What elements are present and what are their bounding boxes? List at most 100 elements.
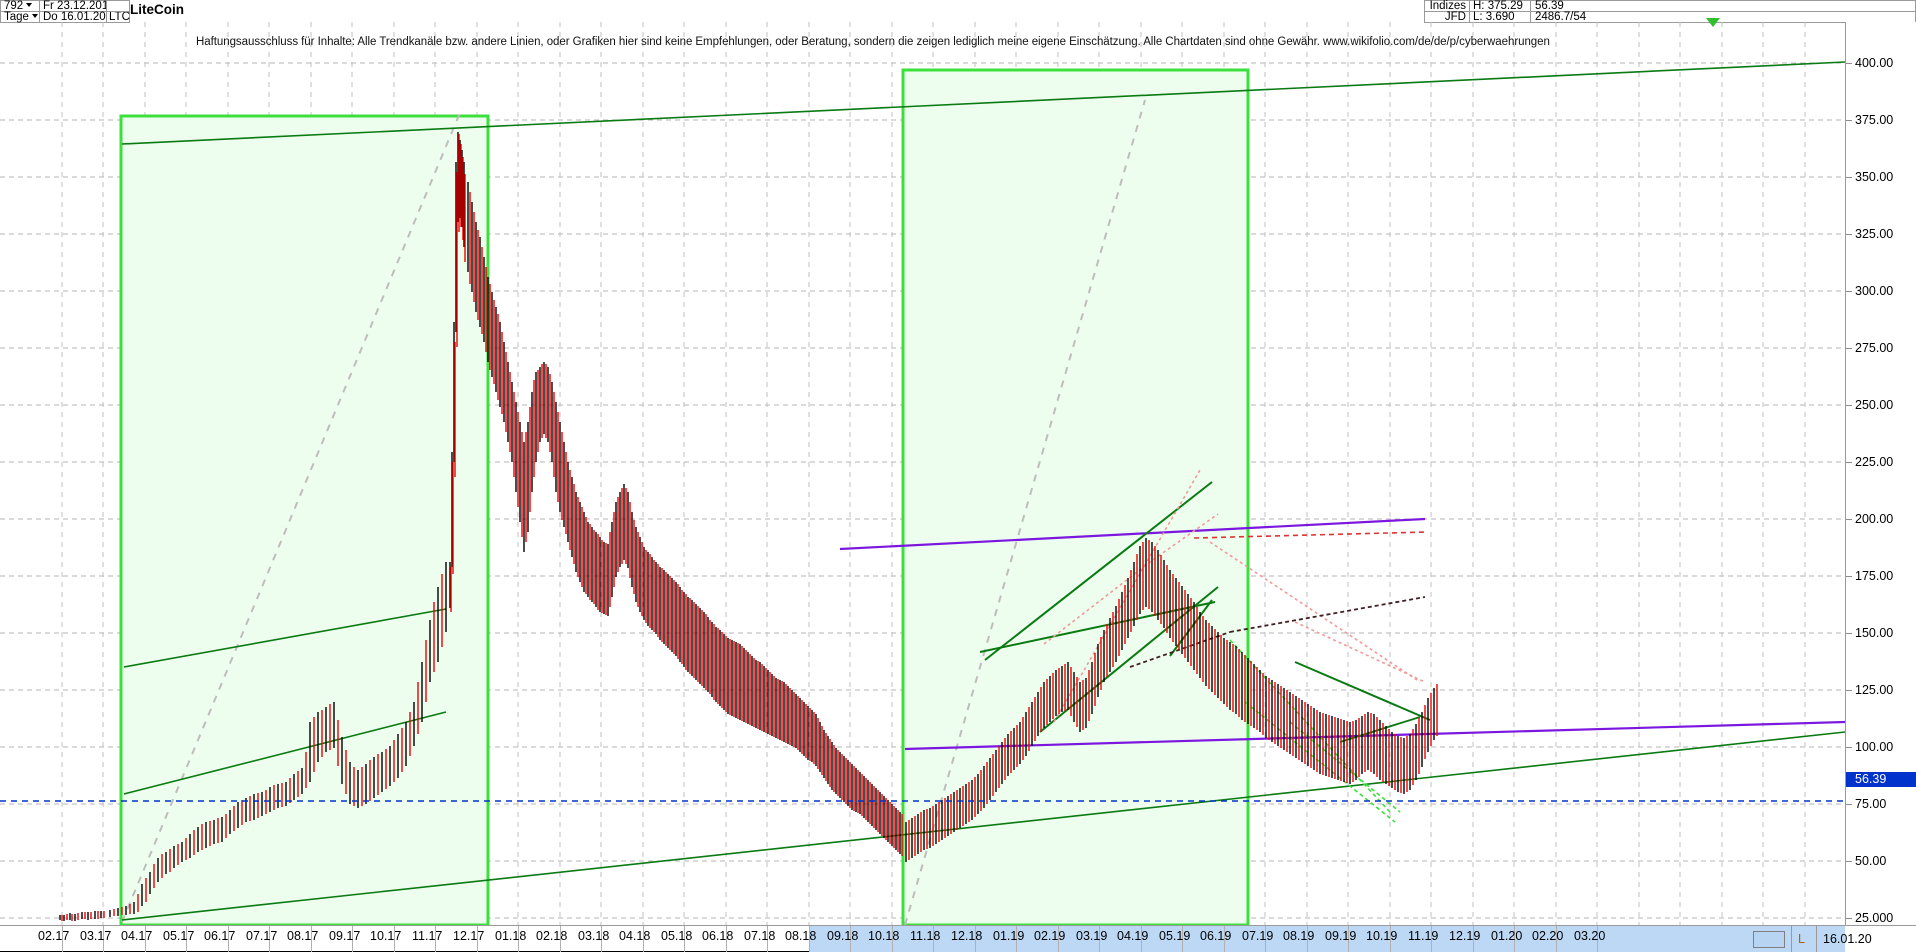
date-tick: 09.19 xyxy=(1325,929,1357,943)
low-cell: L: 3.690 xyxy=(1469,11,1531,23)
date-tick: 12.17 xyxy=(453,929,485,943)
date-tick: 11.17 xyxy=(412,929,443,943)
last-price-value: 56.39 xyxy=(1535,0,1564,12)
date-tick: 05.18 xyxy=(661,929,693,943)
date-tick: 03.19 xyxy=(1076,929,1108,943)
date-tick: 11.18 xyxy=(910,929,941,943)
price-tick: 225.00 xyxy=(1855,455,1894,469)
date-tick: 06.19 xyxy=(1200,929,1232,943)
highlight-box-left xyxy=(119,114,490,925)
price-tick: 100.00 xyxy=(1855,740,1894,754)
price-tick: 25.000 xyxy=(1855,911,1894,925)
date-tick: 02.17 xyxy=(38,929,70,943)
price-series-ohlc xyxy=(59,132,1438,921)
left-rising-channel xyxy=(123,608,447,795)
chart-svg xyxy=(0,22,1845,925)
date-from-value: Fr 23.12.2016 xyxy=(43,0,115,12)
trend-red-dashed-falling-2 xyxy=(1294,621,1426,683)
chevron-down-icon xyxy=(26,3,33,8)
date-tick: 03.17 xyxy=(80,929,112,943)
date-tick: 01.20 xyxy=(1491,929,1523,943)
date-tick: 10.17 xyxy=(370,929,402,943)
date-tick: 10.19 xyxy=(1366,929,1398,943)
date-tick: 03.20 xyxy=(1574,929,1606,943)
left-marker-label: L xyxy=(1791,926,1817,952)
trend-dark-dashed-2 xyxy=(1229,596,1426,633)
date-tick: 09.17 xyxy=(329,929,361,943)
date-axis-highlight xyxy=(809,926,1845,952)
date-tick: 05.19 xyxy=(1159,929,1191,943)
low-value: L: 3.690 xyxy=(1473,11,1515,23)
interval-value: Tage xyxy=(4,11,29,23)
current-price-badge: 56.39 xyxy=(1846,772,1916,787)
price-tick: 325.00 xyxy=(1855,227,1894,241)
date-tick: 12.19 xyxy=(1449,929,1481,943)
date-tick: 02.19 xyxy=(1034,929,1066,943)
price-tick: 375.00 xyxy=(1855,113,1894,127)
bars-count-value: 792 xyxy=(4,0,24,12)
price-tick: 400.00 xyxy=(1855,56,1894,70)
date-tick: 07.19 xyxy=(1242,929,1274,943)
trend-dark-dashed-1 xyxy=(1129,631,1231,668)
purple-trendlines xyxy=(839,517,1845,751)
date-tick: 06.18 xyxy=(702,929,734,943)
long-green-trendlines xyxy=(121,61,1845,921)
marker-triangle-icon xyxy=(1706,18,1720,27)
date-tick: 01.18 xyxy=(495,929,527,943)
date-tick: 04.18 xyxy=(619,929,651,943)
volume-value: 2486.7/54 xyxy=(1535,11,1587,23)
date-tick: 06.17 xyxy=(204,929,236,943)
date-to-value: Do 16.01.2020 xyxy=(43,11,119,23)
trend-red-dashed-falling xyxy=(1209,541,1421,683)
page-title: LiteCoin xyxy=(130,2,184,17)
date-tick: 07.18 xyxy=(744,929,776,943)
price-tick: 125.00 xyxy=(1855,683,1894,697)
price-tick: 300.00 xyxy=(1855,284,1894,298)
disclaimer-text: Haftungsausschluss für Inhalte: Alle Tre… xyxy=(196,36,1550,48)
symbol-value: LTC xyxy=(109,11,130,23)
date-tick: 04.19 xyxy=(1117,929,1149,943)
color-swatch[interactable] xyxy=(1753,931,1785,948)
volume-cell: 2486.7/54 xyxy=(1530,11,1916,23)
date-tick: 02.18 xyxy=(536,929,568,943)
trend-green-down xyxy=(1294,661,1431,721)
highlight-box-right xyxy=(901,68,1250,925)
price-tick: 200.00 xyxy=(1855,512,1894,526)
interval-dropdown[interactable]: Tage xyxy=(0,11,40,23)
trend-green-steep-1 xyxy=(984,481,1213,661)
toolbar: 792 Tage Fr 23.12.2016 Do 16.01.2020 LTC… xyxy=(0,0,1916,38)
price-tick: 350.00 xyxy=(1855,170,1894,184)
date-tick: 07.17 xyxy=(246,929,278,943)
symbol-field-top xyxy=(106,0,130,12)
chart-plot-area[interactable] xyxy=(0,22,1845,925)
trend-red-dashed-rising-2 xyxy=(1053,469,1201,723)
source-label: JFD xyxy=(1444,11,1466,23)
gray-dashed-guides xyxy=(121,99,1146,925)
indices-label: Indizes xyxy=(1429,0,1466,12)
date-tick: 10.18 xyxy=(868,929,900,943)
price-axis[interactable]: 400.00 375.00 350.00 325.00 300.00 275.0… xyxy=(1845,22,1916,925)
date-tick: 05.17 xyxy=(163,929,195,943)
cursor-date-label: 16.01.20 xyxy=(1816,926,1916,952)
date-tick: 09.18 xyxy=(827,929,859,943)
date-tick: 08.18 xyxy=(785,929,817,943)
price-tick: 175.00 xyxy=(1855,569,1894,583)
date-to-field[interactable]: Do 16.01.2020 xyxy=(39,11,118,23)
date-tick: 11.19 xyxy=(1408,929,1439,943)
date-tick: 08.19 xyxy=(1283,929,1315,943)
trend-red-dashed-rising-1 xyxy=(1043,513,1219,645)
date-tick: 01.19 xyxy=(993,929,1025,943)
date-tick: 03.18 xyxy=(578,929,610,943)
chevron-down-icon xyxy=(31,14,38,19)
date-tick: 02.20 xyxy=(1532,929,1564,943)
price-tick: 150.00 xyxy=(1855,626,1894,640)
date-tick: 08.17 xyxy=(287,929,319,943)
price-tick: 250.00 xyxy=(1855,398,1894,412)
high-value: H: 375.29 xyxy=(1473,0,1523,12)
trend-red-dashed-flat xyxy=(1193,531,1428,539)
date-axis[interactable]: 02.17 03.17 04.17 05.17 06.17 07.17 08.1… xyxy=(0,925,1916,952)
price-tick: 75.00 xyxy=(1855,797,1887,811)
price-tick: 275.00 xyxy=(1855,341,1894,355)
date-tick: 12.18 xyxy=(951,929,983,943)
